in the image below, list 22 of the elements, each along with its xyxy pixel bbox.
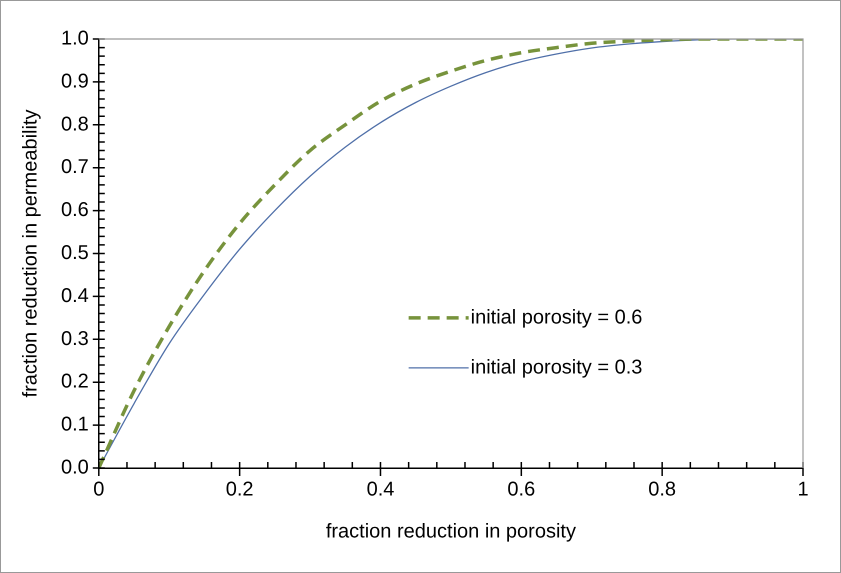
y-tick-label: 0.0 (60, 456, 89, 479)
y-axis-title: fraction reduction in permeability (20, 110, 42, 398)
x-tick-label: 0.6 (507, 478, 536, 501)
y-tick-label: 0.1 (60, 414, 89, 436)
x-tick-label: 1 (797, 478, 809, 501)
line-series (98, 39, 803, 468)
legend-label: initial porosity = 0.6 (470, 306, 642, 328)
x-tick-label: 0.2 (226, 478, 254, 501)
y-tick-label: 0.2 (60, 370, 89, 393)
y-tick-label: 0.3 (60, 328, 89, 350)
y-tick-label: 0.8 (60, 113, 89, 136)
y-tick-label: 0.9 (60, 70, 89, 92)
x-tick-label: 0.8 (648, 478, 676, 501)
y-tick-label: 1.0 (60, 28, 89, 50)
y-tick-label: 0.5 (60, 242, 89, 264)
y-tick-label: 0.4 (60, 284, 89, 307)
y-tick-label: 0.6 (60, 199, 89, 222)
x-axis-title: fraction reduction in porosity (326, 520, 576, 543)
y-tick-label: 0.7 (60, 156, 89, 178)
legend-label: initial porosity = 0.3 (470, 356, 642, 378)
x-tick-label: 0.4 (366, 478, 394, 501)
x-tick-label: 0 (93, 478, 104, 501)
